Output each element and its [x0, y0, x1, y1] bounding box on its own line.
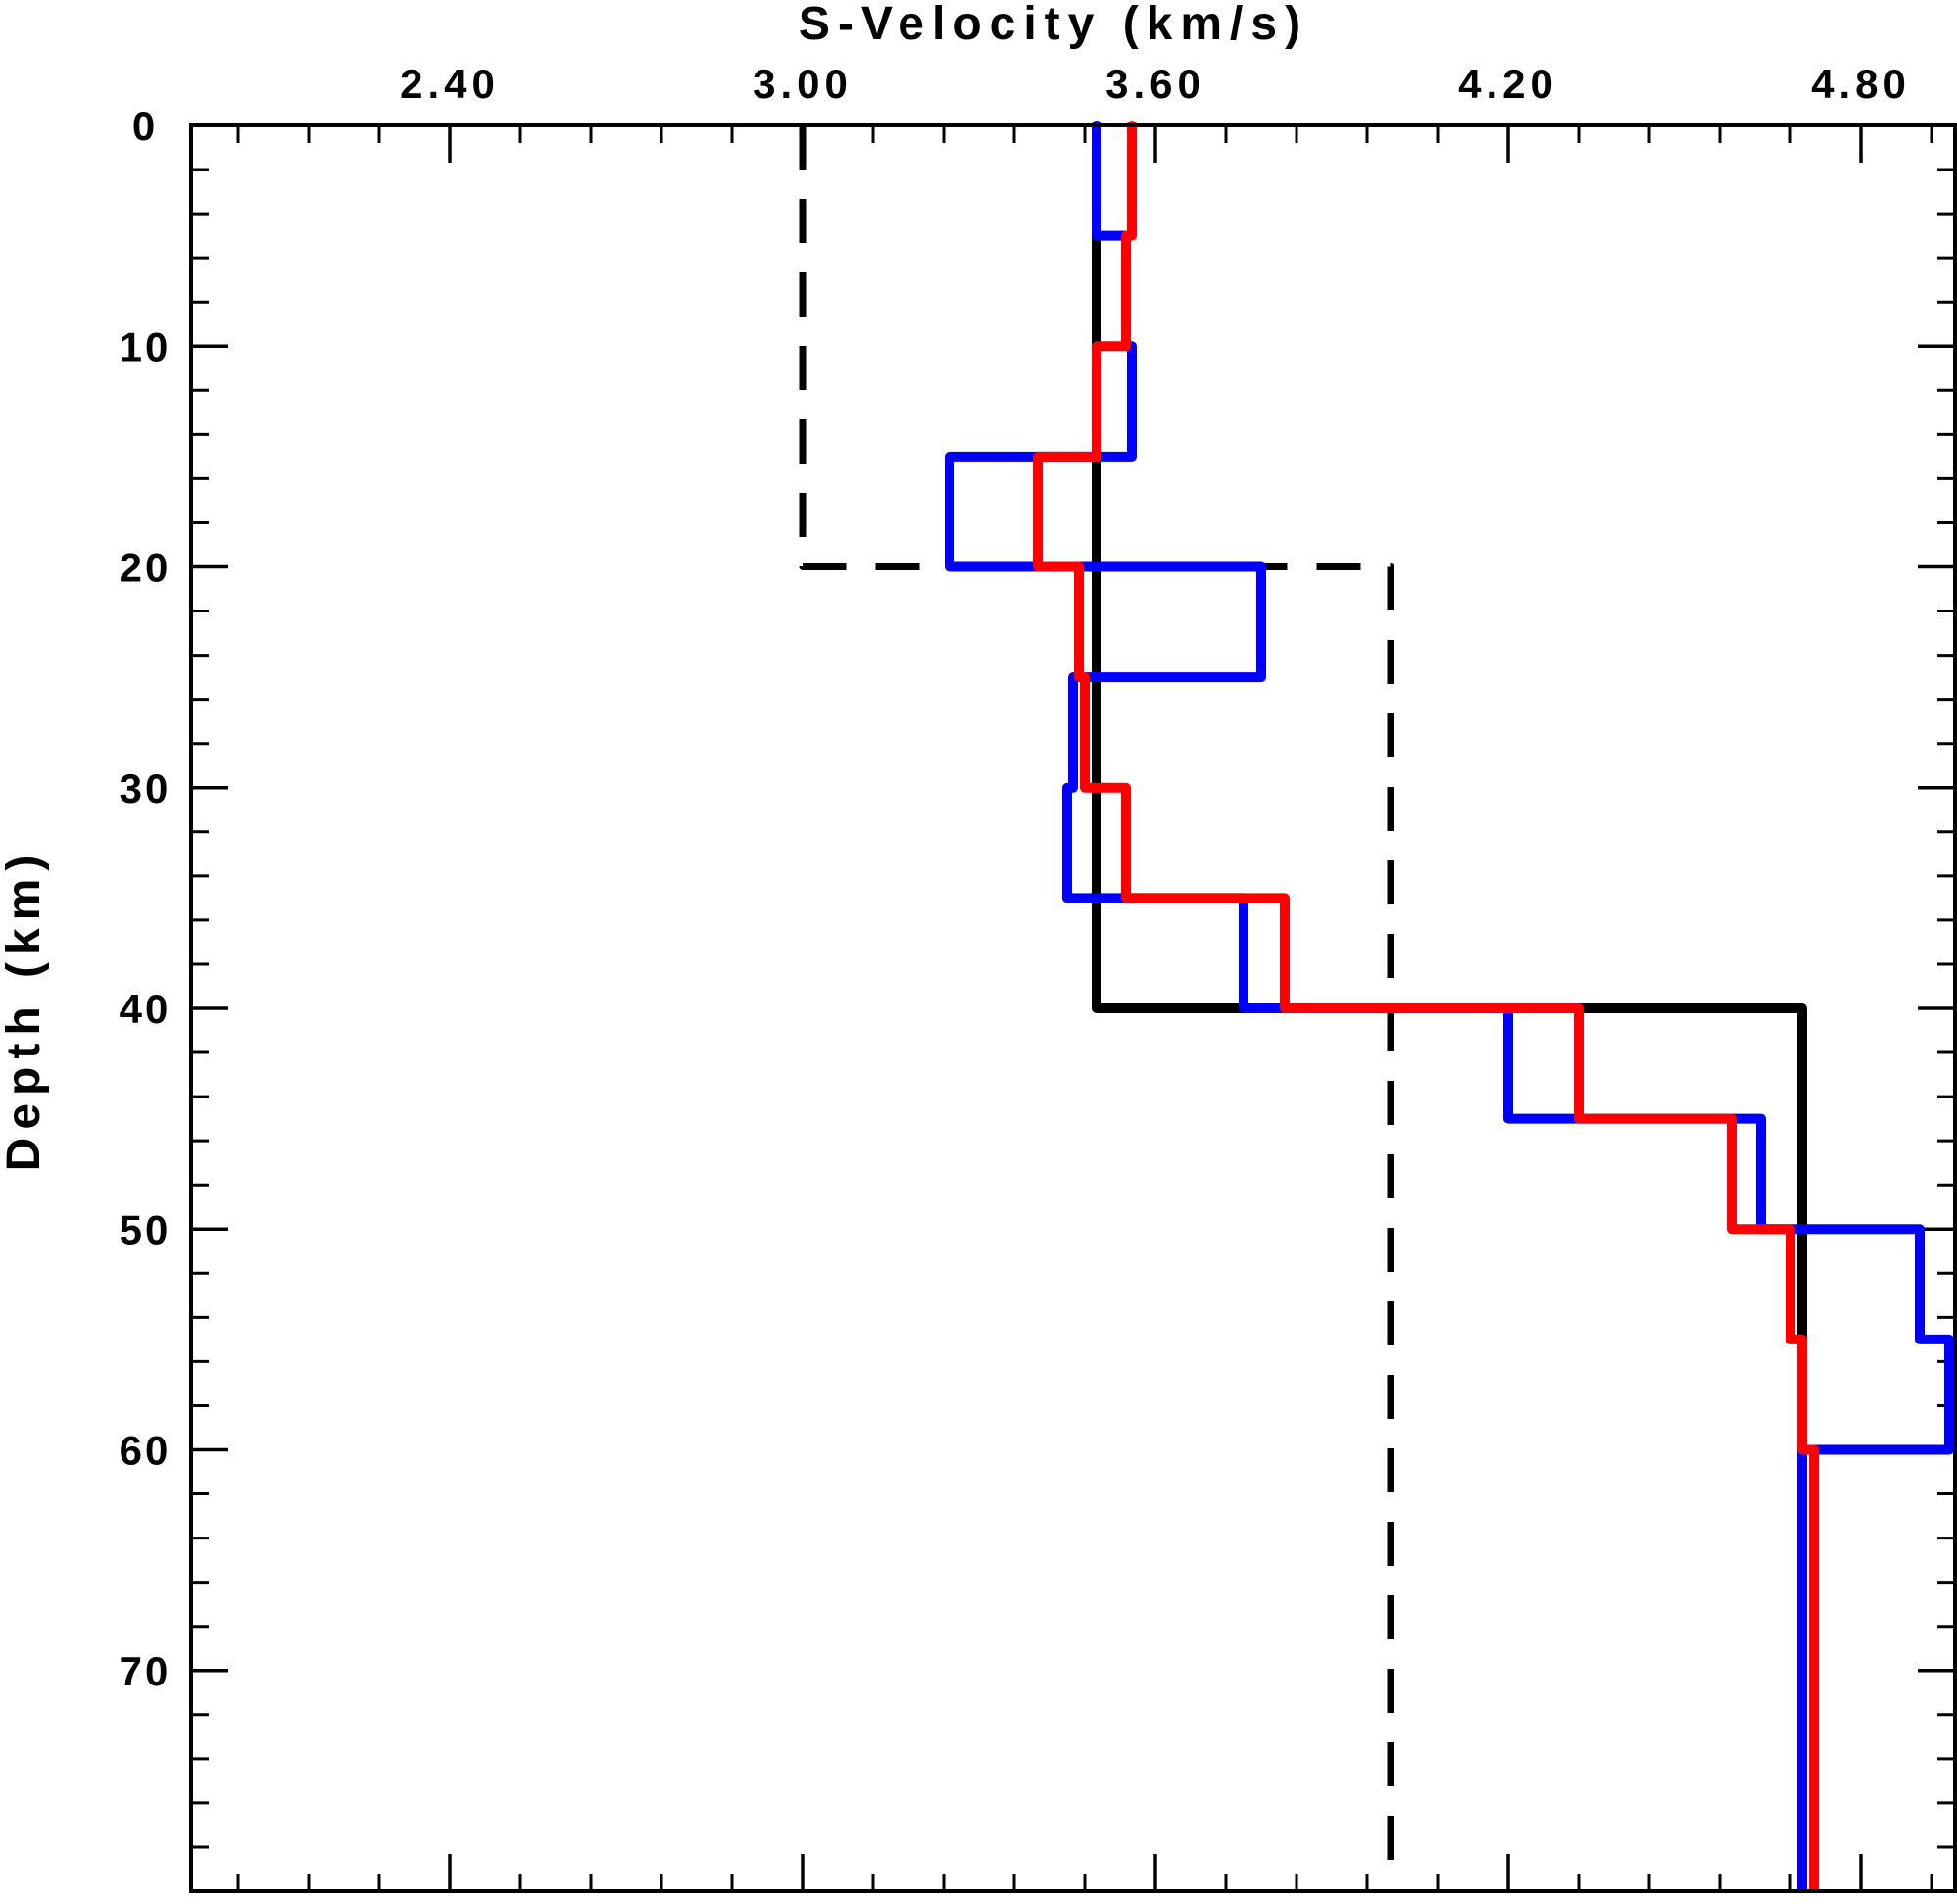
x-tick-labels: 2.40 3.00 3.60 4.20 4.80 [400, 61, 1911, 107]
y-axis-title: Depth (km) [0, 848, 50, 1172]
inversion-blue-line [945, 121, 1954, 1891]
x-tick-label: 4.80 [1811, 61, 1911, 107]
plot-frame [189, 123, 1957, 1893]
y-tick-label: 20 [120, 545, 171, 591]
x-axis-title: S-Velocity (km/s) [799, 0, 1308, 50]
y-tick-labels: 0 10 20 30 40 50 60 70 [120, 103, 171, 1694]
y-tick-label: 70 [120, 1648, 171, 1694]
y-tick-label: 10 [120, 323, 171, 369]
x-tick-label: 2.40 [400, 61, 500, 107]
x-tick-label: 4.20 [1458, 61, 1558, 107]
y-tick-label: 0 [132, 103, 158, 149]
y-tick-label: 40 [120, 986, 171, 1032]
y-tick-label: 60 [120, 1428, 171, 1474]
x-tick-label: 3.00 [753, 61, 853, 107]
x-tick-label: 3.60 [1105, 61, 1205, 107]
series-group [799, 121, 1954, 1891]
y-tick-label: 50 [120, 1206, 171, 1252]
y-tick-label: 30 [120, 765, 171, 811]
inversion-red-line [1033, 121, 1819, 1891]
